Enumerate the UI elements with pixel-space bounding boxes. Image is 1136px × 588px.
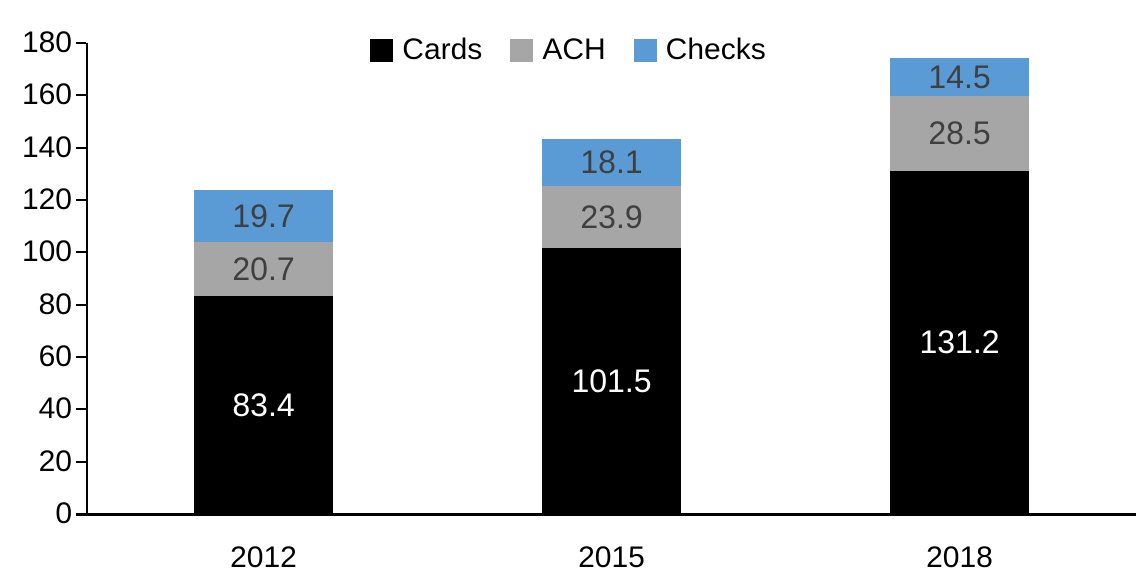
bar-segment-cards-2015: 101.5 xyxy=(542,248,681,514)
y-axis-tick-label: 160 xyxy=(21,78,72,112)
y-axis-tick-mark xyxy=(76,146,86,149)
y-axis-tick-label: 140 xyxy=(21,130,72,164)
bar-segment-ach-2018: 28.5 xyxy=(890,96,1029,171)
y-axis-tick-label: 40 xyxy=(38,392,72,426)
y-axis-tick-mark xyxy=(76,408,86,411)
y-axis-tick-mark xyxy=(76,303,86,306)
bar-value-label: 28.5 xyxy=(928,115,991,152)
bar-value-label: 19.7 xyxy=(232,197,295,234)
bar-segment-cards-2018: 131.2 xyxy=(890,170,1029,514)
bar-value-label: 23.9 xyxy=(580,199,643,236)
legend-swatch-icon xyxy=(633,38,657,62)
y-axis-tick-label: 180 xyxy=(21,26,72,59)
y-axis-tick-mark xyxy=(76,42,86,44)
y-axis-tick-label: 20 xyxy=(38,444,72,478)
y-axis-tick-label: 120 xyxy=(21,183,72,216)
y-axis-tick-label: 100 xyxy=(21,235,72,269)
bar-segment-ach-2015: 23.9 xyxy=(542,185,681,249)
legend-item-checks: Checks xyxy=(633,33,766,66)
bar-segment-checks-2018: 14.5 xyxy=(890,58,1029,97)
y-axis-tick-label: 60 xyxy=(38,340,72,373)
x-axis-category-label: 2012 xyxy=(230,541,297,574)
bar-segment-ach-2012: 20.7 xyxy=(194,241,333,296)
legend-label: Checks xyxy=(665,33,766,66)
bar-value-label: 18.1 xyxy=(580,144,643,181)
y-axis-tick-mark xyxy=(76,251,86,254)
bar-value-label: 83.4 xyxy=(232,386,295,423)
chart-legend: Cards ACH Checks xyxy=(0,32,1136,68)
bar-segment-checks-2012: 19.7 xyxy=(194,190,333,242)
legend-label: Cards xyxy=(402,33,483,66)
x-axis-category-label: 2015 xyxy=(578,541,645,574)
legend-item-cards: Cards xyxy=(370,35,482,65)
y-axis-tick-label: 0 xyxy=(55,497,72,530)
bar-value-label: 20.7 xyxy=(232,250,295,287)
x-axis-category-label: 2018 xyxy=(926,541,993,574)
legend-label: ACH xyxy=(542,33,606,66)
bar-segment-cards-2012: 83.4 xyxy=(194,295,333,514)
y-axis-tick-label: 80 xyxy=(38,287,72,321)
legend-swatch-icon xyxy=(510,38,534,62)
legend-swatch-icon xyxy=(370,38,394,62)
bar-value-label: 131.2 xyxy=(919,324,1000,361)
y-axis-line xyxy=(86,43,88,516)
y-axis-tick-mark xyxy=(76,356,86,358)
y-axis-tick-mark xyxy=(76,94,86,97)
x-axis-line xyxy=(76,513,1136,516)
bar-value-label: 101.5 xyxy=(571,363,652,400)
y-axis-tick-mark xyxy=(76,199,86,201)
legend-item-ach: ACH xyxy=(510,33,606,66)
bar-value-label: 14.5 xyxy=(928,59,991,96)
bar-segment-checks-2015: 18.1 xyxy=(542,138,681,186)
y-axis-tick-mark xyxy=(76,460,86,463)
